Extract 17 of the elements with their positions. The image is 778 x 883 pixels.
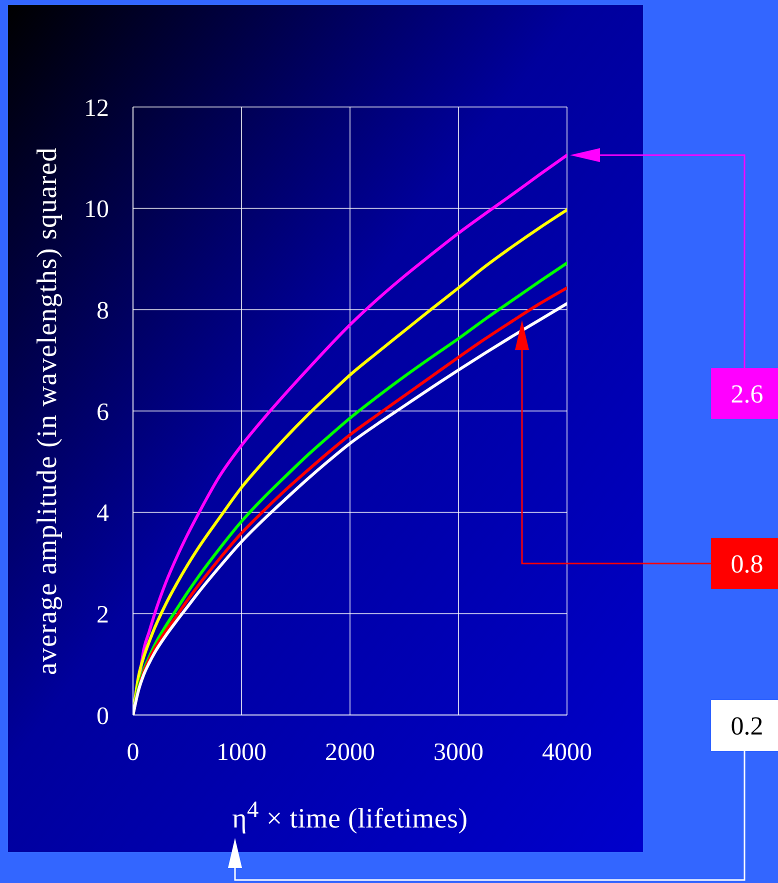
text: 0.2 xyxy=(730,711,764,740)
y-tick-label: 0 xyxy=(96,702,109,730)
y-tick-label: 8 xyxy=(96,298,109,325)
y-tick-label: 6 xyxy=(96,398,109,426)
y-axis-title: average amplitude (in wavelengths) squared xyxy=(31,146,64,678)
x-tick-label: 4000 xyxy=(542,738,592,766)
x-tick-label: 1000 xyxy=(216,738,266,766)
x-tick-label: 2000 xyxy=(325,738,375,766)
x-tick-label: 3000 xyxy=(434,738,484,766)
y-tick-label: 4 xyxy=(96,500,110,528)
y-tick-label: 2 xyxy=(96,602,109,629)
text: 0.8 xyxy=(730,549,764,578)
y-tick-label: 10 xyxy=(84,196,109,224)
x-tick-label: 0 xyxy=(126,738,140,766)
text: 2.6 xyxy=(730,379,764,408)
y-tick-label: 12 xyxy=(84,94,109,122)
x-axis-title: η$^{4}$ × time (lifetimes) xyxy=(231,796,469,834)
